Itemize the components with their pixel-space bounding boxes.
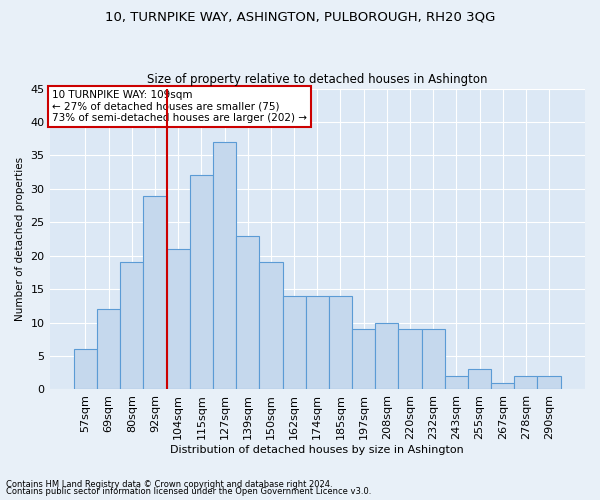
Y-axis label: Number of detached properties: Number of detached properties [15, 157, 25, 321]
Text: 10 TURNPIKE WAY: 109sqm
← 27% of detached houses are smaller (75)
73% of semi-de: 10 TURNPIKE WAY: 109sqm ← 27% of detache… [52, 90, 307, 124]
Bar [352, 330, 375, 390]
Bar [120, 262, 143, 390]
Bar [468, 370, 491, 390]
Bar [190, 176, 213, 390]
Bar [491, 383, 514, 390]
Bar [422, 330, 445, 390]
Bar [236, 236, 259, 390]
Bar [259, 262, 283, 390]
Bar [398, 330, 422, 390]
X-axis label: Distribution of detached houses by size in Ashington: Distribution of detached houses by size … [170, 445, 464, 455]
Bar [538, 376, 560, 390]
Bar [74, 350, 97, 390]
Bar [143, 196, 167, 390]
Bar [375, 322, 398, 390]
Text: Contains HM Land Registry data © Crown copyright and database right 2024.: Contains HM Land Registry data © Crown c… [6, 480, 332, 489]
Bar [514, 376, 538, 390]
Title: Size of property relative to detached houses in Ashington: Size of property relative to detached ho… [147, 73, 488, 86]
Bar [329, 296, 352, 390]
Text: 10, TURNPIKE WAY, ASHINGTON, PULBOROUGH, RH20 3QG: 10, TURNPIKE WAY, ASHINGTON, PULBOROUGH,… [105, 10, 495, 23]
Bar [445, 376, 468, 390]
Bar [213, 142, 236, 390]
Bar [97, 309, 120, 390]
Text: Contains public sector information licensed under the Open Government Licence v3: Contains public sector information licen… [6, 487, 371, 496]
Bar [305, 296, 329, 390]
Bar [283, 296, 305, 390]
Bar [167, 249, 190, 390]
